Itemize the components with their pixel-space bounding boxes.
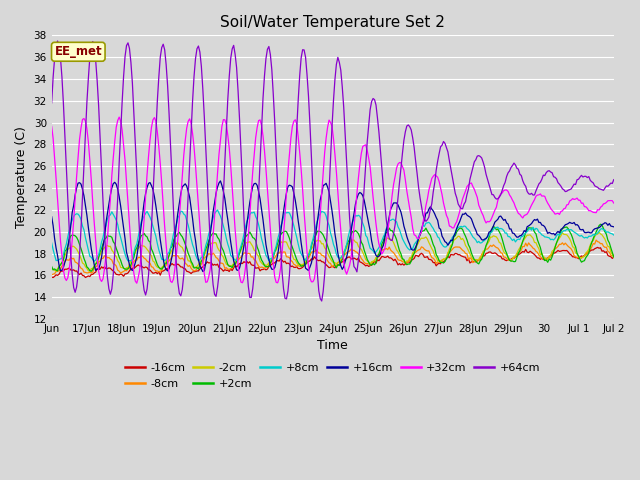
+8cm	[48, 240, 56, 246]
+64cm	[451, 191, 459, 196]
+8cm	[535, 229, 543, 235]
+16cm	[84, 225, 92, 230]
+8cm	[609, 231, 616, 237]
-16cm	[609, 255, 616, 261]
+16cm	[216, 178, 224, 184]
Line: +8cm: +8cm	[52, 210, 614, 261]
+64cm	[318, 298, 326, 304]
+8cm	[90, 258, 98, 264]
-2cm	[595, 229, 603, 235]
-8cm	[67, 254, 75, 260]
+2cm	[610, 254, 618, 260]
-2cm	[86, 268, 93, 274]
+32cm	[609, 198, 616, 204]
Line: -2cm: -2cm	[52, 232, 614, 271]
+2cm	[596, 221, 604, 227]
-16cm	[68, 267, 76, 273]
+8cm	[451, 230, 459, 236]
+16cm	[610, 224, 618, 230]
-8cm	[48, 272, 56, 277]
-16cm	[48, 274, 56, 280]
+32cm	[610, 200, 618, 206]
-16cm	[49, 275, 57, 280]
-8cm	[337, 258, 344, 264]
+32cm	[115, 114, 123, 120]
+32cm	[84, 139, 92, 145]
+16cm	[199, 269, 207, 275]
+8cm	[67, 221, 75, 227]
+8cm	[610, 232, 618, 238]
Line: +16cm: +16cm	[52, 181, 614, 272]
-2cm	[67, 245, 75, 251]
X-axis label: Time: Time	[317, 339, 348, 352]
+2cm	[450, 234, 458, 240]
Line: +2cm: +2cm	[52, 224, 614, 271]
Y-axis label: Temperature (C): Temperature (C)	[15, 126, 28, 228]
+2cm	[609, 250, 616, 255]
Title: Soil/Water Temperature Set 2: Soil/Water Temperature Set 2	[220, 15, 445, 30]
+16cm	[609, 224, 616, 229]
+64cm	[86, 55, 93, 60]
+32cm	[451, 221, 459, 227]
-16cm	[450, 252, 458, 258]
+32cm	[535, 192, 543, 198]
+32cm	[67, 254, 75, 260]
-2cm	[48, 267, 56, 273]
-16cm	[534, 255, 541, 261]
+2cm	[88, 268, 95, 274]
Legend: -16cm, -8cm, -2cm, +2cm, +8cm, +16cm, +32cm, +64cm: -16cm, -8cm, -2cm, +2cm, +8cm, +16cm, +3…	[120, 359, 545, 393]
+32cm	[340, 259, 348, 264]
+16cm	[535, 219, 543, 225]
Line: +64cm: +64cm	[52, 41, 614, 301]
Line: +32cm: +32cm	[52, 117, 614, 283]
+8cm	[340, 252, 348, 257]
+16cm	[451, 230, 459, 236]
+64cm	[535, 181, 543, 187]
+64cm	[54, 38, 61, 44]
Line: -16cm: -16cm	[52, 247, 614, 277]
-16cm	[594, 244, 602, 250]
Line: -8cm: -8cm	[52, 240, 614, 275]
+8cm	[214, 207, 221, 213]
-2cm	[610, 254, 618, 260]
-8cm	[532, 249, 540, 254]
+16cm	[67, 223, 75, 229]
+16cm	[48, 214, 56, 220]
-2cm	[609, 252, 616, 257]
-8cm	[607, 252, 614, 258]
+8cm	[84, 247, 92, 253]
+2cm	[339, 257, 346, 263]
+2cm	[48, 264, 56, 269]
+16cm	[340, 264, 348, 270]
+2cm	[84, 265, 92, 271]
+32cm	[48, 123, 56, 129]
-16cm	[339, 259, 346, 264]
-8cm	[84, 270, 92, 276]
-8cm	[592, 237, 600, 243]
-2cm	[339, 254, 346, 260]
+64cm	[68, 272, 76, 277]
+2cm	[534, 237, 541, 243]
-2cm	[534, 243, 541, 249]
+2cm	[67, 233, 75, 239]
+64cm	[610, 177, 618, 182]
+32cm	[133, 280, 141, 286]
+64cm	[609, 180, 616, 186]
-16cm	[86, 274, 93, 279]
-8cm	[610, 252, 618, 258]
+64cm	[340, 104, 348, 110]
-16cm	[610, 254, 618, 260]
+64cm	[48, 100, 56, 106]
-2cm	[450, 238, 458, 243]
Text: EE_met: EE_met	[54, 45, 102, 58]
-2cm	[84, 268, 92, 274]
-8cm	[449, 246, 456, 252]
